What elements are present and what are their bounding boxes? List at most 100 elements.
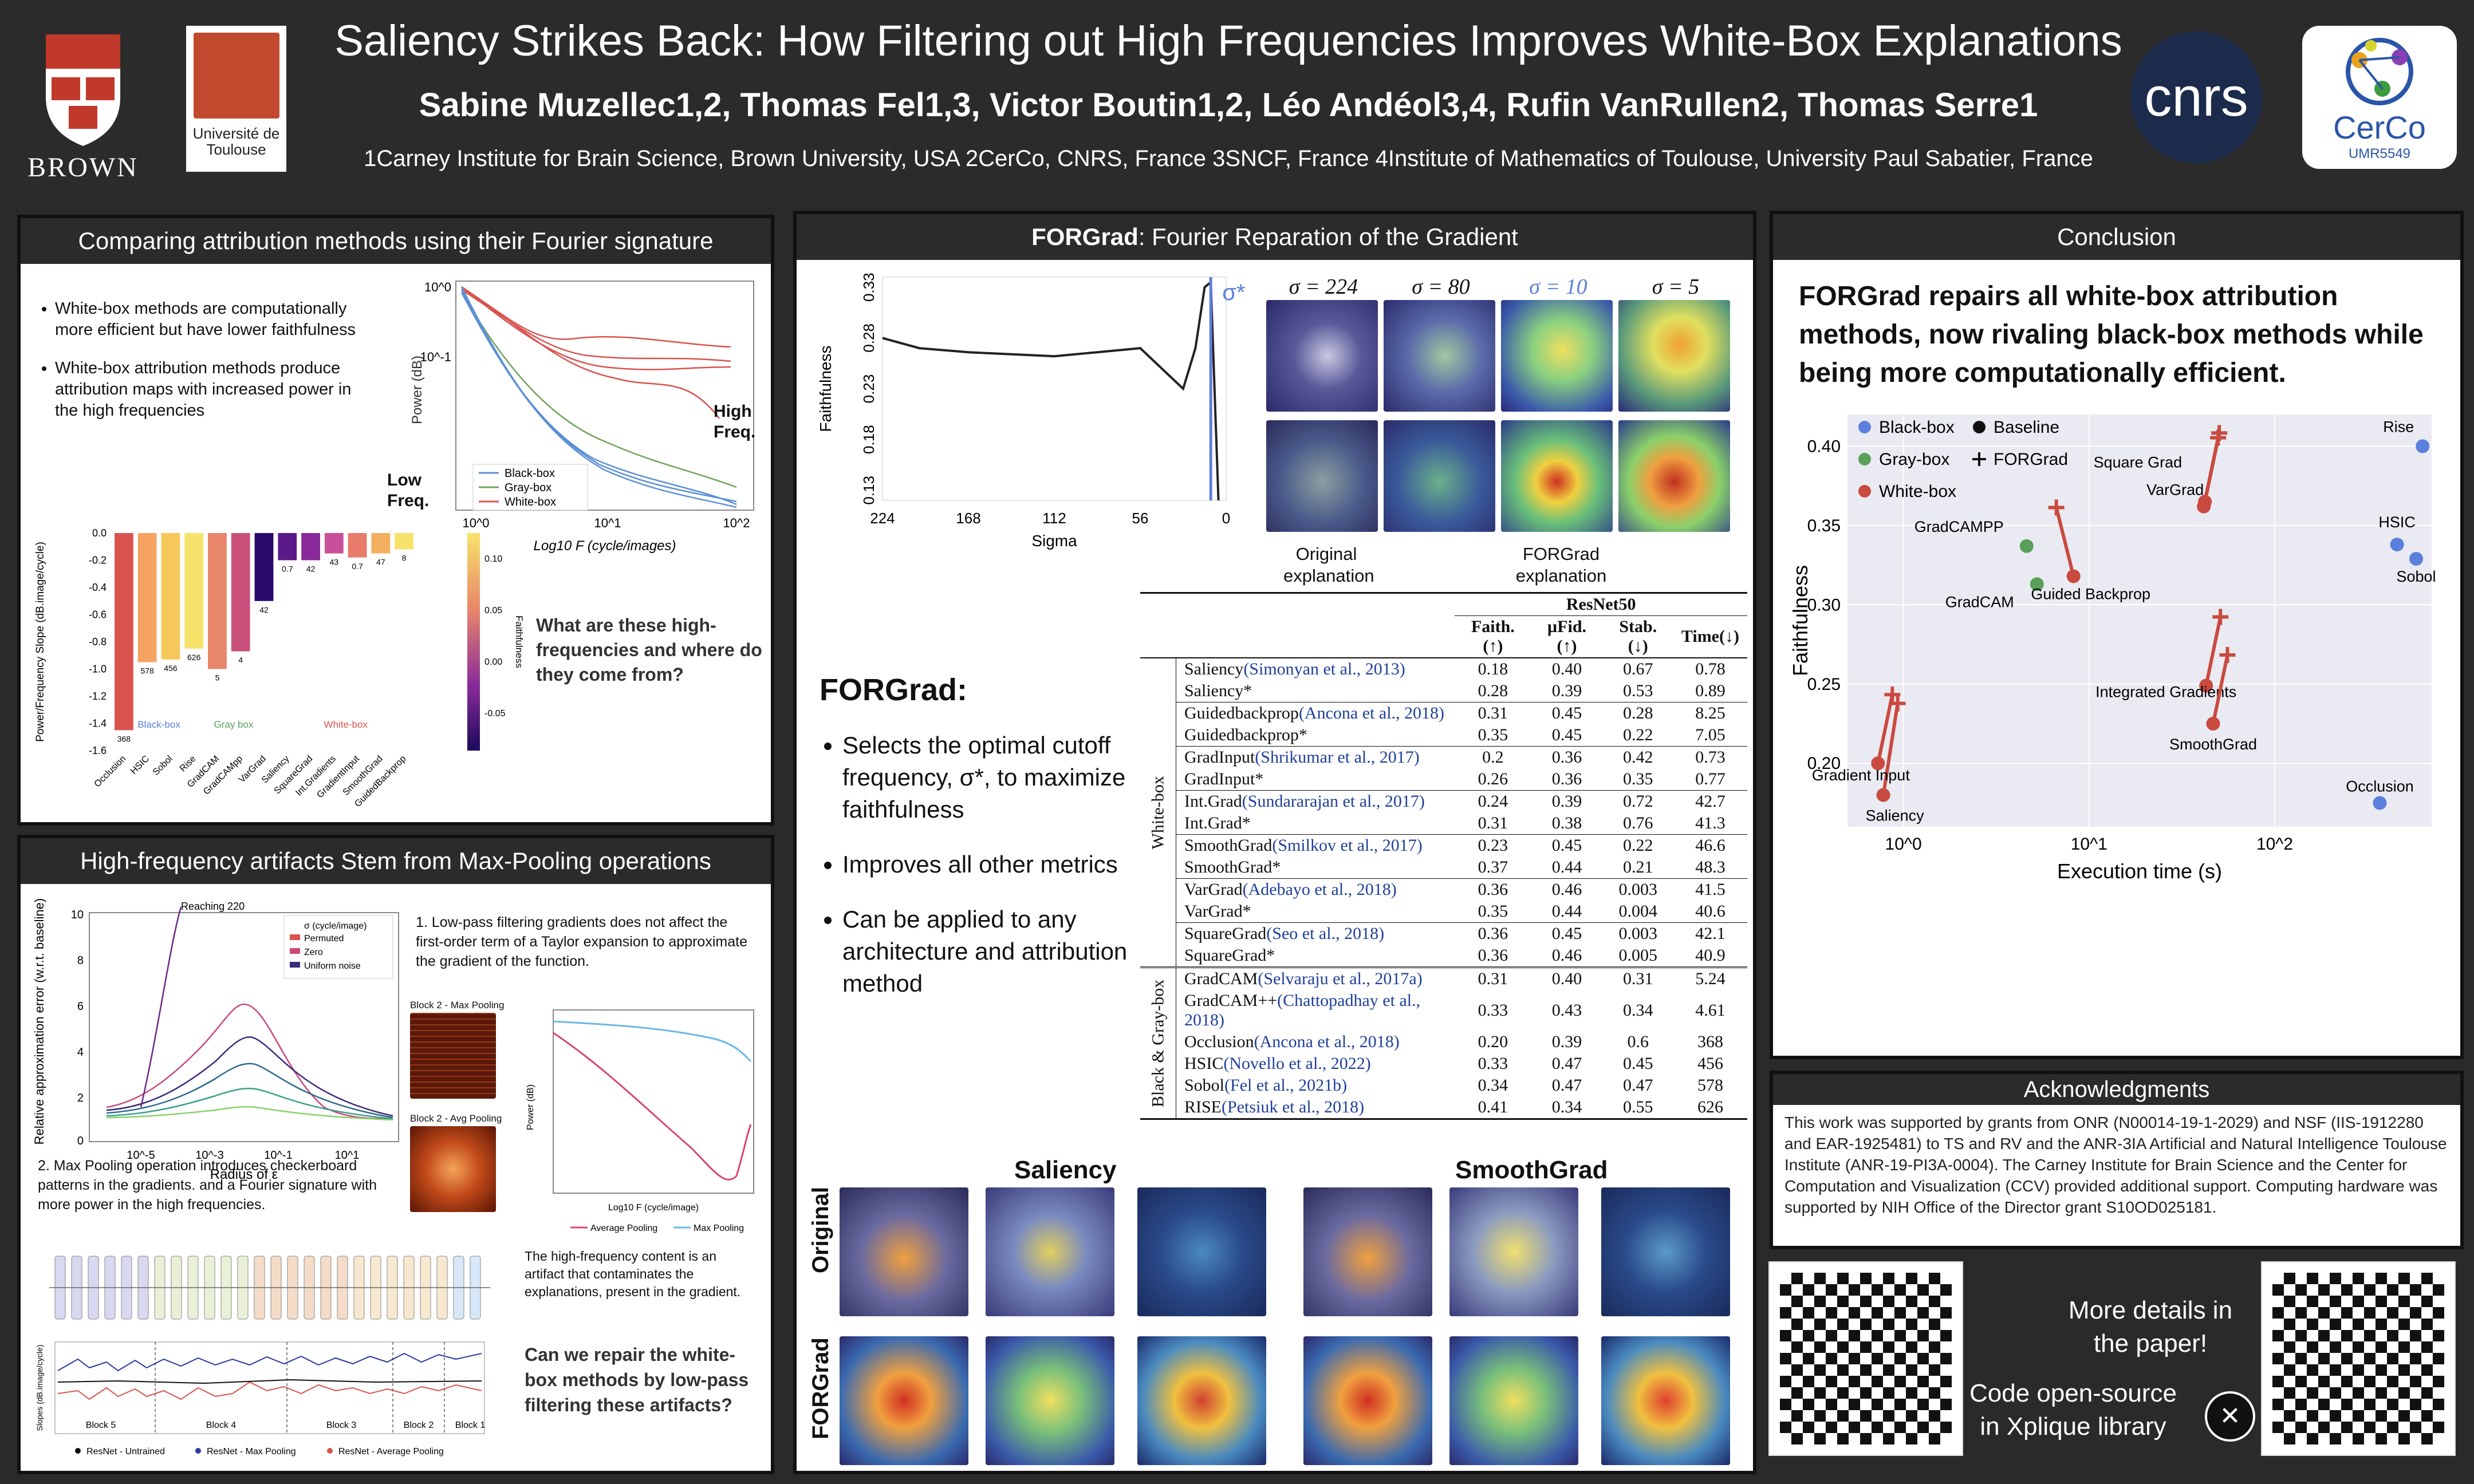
cnrs-logo: cnrs [2130,31,2262,163]
error-xtick: 10^-1 [264,1149,292,1162]
method-citation[interactable]: (Chattopadhay et al., 2018) [1184,991,1421,1029]
bar [161,533,180,660]
scatter-point-label: Integrated Gradients [2095,684,2236,701]
method-name: Saliency* [1184,681,1252,700]
table-value-cell: 0.22 [1623,725,1653,744]
method-citation[interactable]: (Ancona et al., 2018) [1298,704,1445,723]
method-citation[interactable]: (Seo et al., 2018) [1266,924,1385,943]
slope-ylabel: Slopes (dB.image/cycle) [35,1345,44,1431]
method-citation[interactable]: (Petsiuk et al., 2018) [1222,1098,1365,1116]
table-column-header: Time(↓) [1681,627,1739,646]
scatter-point [1876,788,1890,802]
table-row: SmoothGrad(Smilkov et al., 2017) 0.23 0.45… [1140,834,1747,857]
scatter-point-label: GradCAM [1945,593,2014,610]
paper-link-text[interactable]: More details in the paper! [2068,1296,2233,1357]
error-ytick: 6 [77,1000,84,1013]
method-citation[interactable]: (Sundararajan et al., 2017) [1242,792,1425,811]
table-value-cell: 0.22 [1623,836,1653,855]
method-citation[interactable]: (Selvaraju et al., 2017a) [1258,969,1423,988]
spectrum-xtick: 10^0 [462,516,489,530]
forgrad-saliency-turtle-map [1137,1336,1266,1465]
method-citation[interactable]: (Fel et al., 2021b) [1224,1076,1348,1095]
table-value-cell: 0.45 [1551,725,1582,744]
bar [231,533,250,652]
table-value-cell: 0.47 [1551,1054,1582,1073]
bar-value-label: 626 [187,653,201,662]
table-value-cell: 0.24 [1478,792,1508,811]
bar [184,533,204,649]
table-row: White-box Saliency(Simonyan et al., 2013)… [1140,658,1747,968]
method-citation[interactable]: (Novello et al., 2022) [1223,1054,1371,1073]
bar-category-label: Occlusion [93,754,128,790]
fourier-panel-title: Comparing attribution methods using thei… [21,218,771,264]
table-column-header: Stab.(↓) [1619,617,1657,656]
table-value-cell: 0.53 [1623,681,1653,700]
slope-legend-max: ResNet - Max Pooling [207,1447,296,1457]
method-citation[interactable]: (Shrikumar et al., 2017) [1255,748,1420,767]
brown-shield-icon [46,34,120,146]
paper-qr-code[interactable] [1768,1261,1963,1456]
scatter-point [2206,717,2220,731]
scatter-legend-label: FORGrad [1994,450,2068,469]
scatter-point-label: Guided Backprop [2031,585,2150,602]
maxpool-panel-title: High-frequency artifacts Stem from Max-P… [21,838,771,884]
method-name: GradCAM++ [1184,991,1278,1010]
table-row: GradInput(Shrikumar et al., 2017) 0.2 0.36… [1140,746,1747,769]
sigma-xtick: 112 [1042,510,1066,527]
scatter-legend-marker [1973,421,1985,433]
table-value-cell: 0.73 [1695,748,1726,767]
table-value-cell: 0.37 [1478,858,1508,877]
approx-error-chart: Relative approximation error (w.r.t. bas… [32,898,399,1182]
block2-avg-label: Block 2 - Avg Pooling [410,1113,502,1124]
conclusion-panel-title: Conclusion [1773,214,2460,260]
bar-value-label: 578 [140,666,154,676]
table-value-cell: 48.3 [1695,858,1726,877]
sigma-ytick: 0.33 [860,273,877,302]
table-method-cell: GradCAM(Selvaraju et al., 2017a) [1176,968,1455,990]
table-value-cell: 0.47 [1623,1076,1653,1095]
method-citation[interactable]: (Smilkov et al., 2017) [1272,836,1423,855]
scatter-point [2198,495,2212,509]
bar-ytick: -0.4 [89,582,107,593]
table-value-cell: 0.18 [1478,660,1508,678]
bar-ytick: -1.4 [89,718,107,729]
method-citation[interactable]: (Ancona et al., 2018) [1254,1032,1400,1051]
bar-value-label: 4 [238,656,243,665]
scatter-point [2390,538,2404,552]
author-list: Sabine Muzellec1,2, Thomas Fel1,3, Victo… [419,86,2038,124]
table-value-cell: 0.21 [1623,858,1653,877]
table-value-cell: 0.78 [1695,660,1726,678]
sigma-xlabel: Sigma [1031,532,1077,550]
code-qr-code[interactable] [2261,1261,2456,1456]
sigma-label: σ = 80 [1412,275,1470,299]
scatter-ytick: 0.40 [1807,437,1841,456]
scatter-point-label: HSIC [2378,514,2416,531]
sigma-faithfulness-line [882,279,1220,501]
scatter-xlabel: Execution time (s) [2057,859,2222,883]
table-method-cell: Guidedbackprop* [1176,724,1455,747]
table-method-cell: GradCAM++(Chattopadhay et al., 2018) [1176,990,1455,1031]
forgrad-heading: FORGrad: [820,673,968,707]
row-label-forgrad: FORGrad [808,1337,833,1439]
code-link-text[interactable]: Code open-source in Xplique library [1969,1379,2177,1440]
slope-bar-chart: Power/Frequency Slope (dB.image/cycle) 0.… [34,527,525,809]
original-smoothgrad-turtle-map [1601,1187,1730,1316]
bar-category-label: Sobol [151,754,175,777]
method-name: Sobol [1184,1076,1225,1095]
slope-legend-untrained: ResNet - Untrained [86,1447,165,1457]
cerco-logo: CerCo UMR5549 [2302,26,2457,169]
bar [115,533,133,731]
method-citation[interactable]: (Simonyan et al., 2013) [1243,660,1405,678]
bar [137,533,157,662]
sigma-label: σ = 5 [1652,275,1700,299]
avgpool-map [410,1126,496,1212]
table-value-cell: 0.23 [1478,836,1508,855]
bar-value-label: 456 [164,664,178,673]
cerco-network-icon [2346,38,2413,105]
method-name: VarGrad* [1184,902,1251,921]
scatter-legend-label: Gray-box [1879,450,1949,469]
table-value-cell: 0.20 [1478,1032,1508,1051]
scatter-point [2030,577,2044,591]
method-name: Guidedbackprop* [1184,725,1307,744]
method-citation[interactable]: (Adebayo et al., 2018) [1242,880,1397,899]
